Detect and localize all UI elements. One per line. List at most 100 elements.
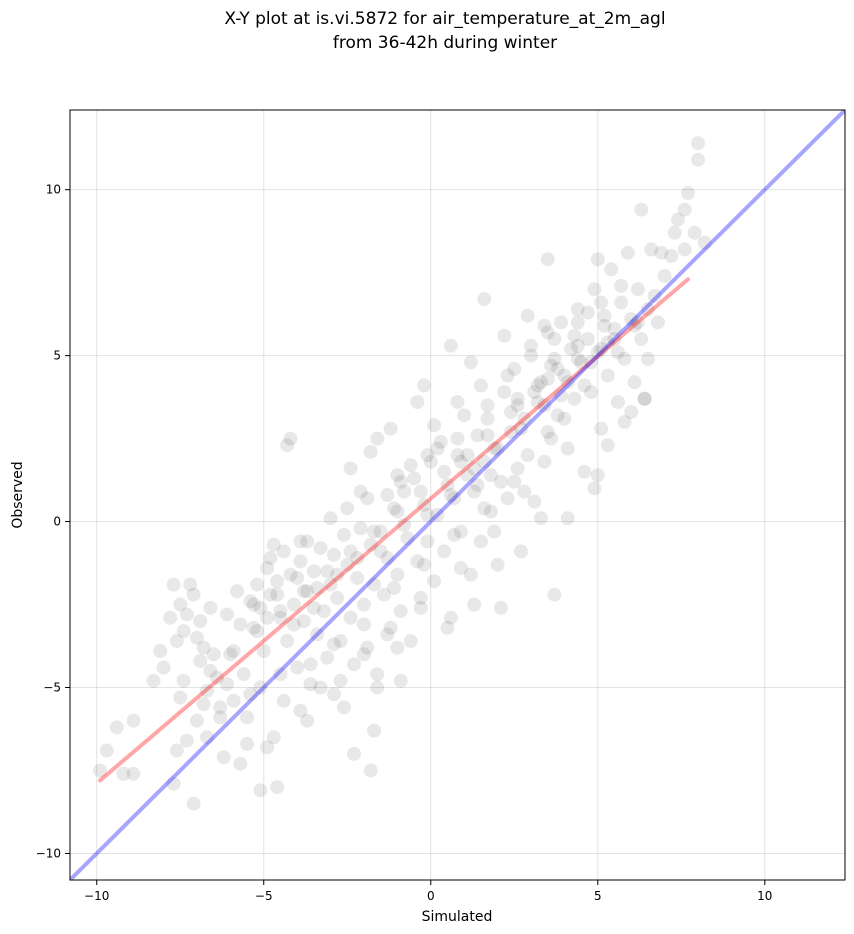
data-point [493,474,508,489]
data-point [490,557,505,572]
data-point [520,448,535,463]
data-point [473,534,488,549]
data-point [353,521,368,536]
data-point [580,332,595,347]
data-point [390,504,405,519]
data-point [213,700,228,715]
data-point [326,637,341,652]
data-point [270,587,285,602]
data-point [193,653,208,668]
data-point [493,600,508,615]
data-point [584,355,599,370]
y-axis-label: Observed [10,461,26,528]
data-point [363,763,378,778]
data-point [650,315,665,330]
data-point [266,730,281,745]
data-point [240,736,255,751]
data-point [557,368,572,383]
data-point [313,541,328,556]
data-point [403,458,418,473]
data-point [570,338,585,353]
data-point [557,411,572,426]
y-tick-label: 10 [46,183,61,197]
data-point [590,252,605,267]
data-point [290,660,305,675]
data-point [387,580,402,595]
data-point [390,640,405,655]
data-point [356,647,371,662]
data-point [233,756,248,771]
data-point [223,647,238,662]
data-point [400,531,415,546]
data-point [470,478,485,493]
data-point [477,454,492,469]
data-point [460,468,475,483]
data-point [263,551,278,566]
fit-line [98,277,690,783]
data-point [594,421,609,436]
data-point [607,322,622,337]
data-point [560,441,575,456]
data-point [637,391,652,406]
data-point [397,484,412,499]
data-point [336,527,351,542]
data-point [417,378,432,393]
data-point [390,567,405,582]
data-point [487,524,502,539]
data-point [574,355,589,370]
data-point [203,663,218,678]
data-point [280,438,295,453]
data-point [166,577,181,592]
data-point [480,411,495,426]
data-point [410,554,425,569]
data-point [407,471,422,486]
data-point [497,328,512,343]
data-point [530,395,545,410]
data-point [260,740,275,755]
data-point [173,597,188,612]
data-point [453,454,468,469]
data-point [256,643,271,658]
data-point [670,212,685,227]
data-point [634,202,649,217]
data-point [437,544,452,559]
data-point [570,302,585,317]
data-point [240,710,255,725]
data-point [480,398,495,413]
data-point [186,796,201,811]
data-point [366,577,381,592]
data-point [300,534,315,549]
data-point [350,551,365,566]
data-point [510,398,525,413]
data-point [333,673,348,688]
data-point [109,720,124,735]
data-point [220,607,235,622]
data-point [500,491,515,506]
data-point [283,431,298,446]
data-point [433,434,448,449]
data-point [243,594,258,609]
data-point [554,388,569,403]
data-point [594,295,609,310]
data-point [520,308,535,323]
data-point [527,494,542,509]
data-point [654,245,669,260]
data-point [336,700,351,715]
data-point [366,723,381,738]
data-point [507,361,522,376]
data-point [450,448,465,463]
data-point [597,318,612,333]
data-point [176,673,191,688]
data-point [246,597,261,612]
data-point [550,408,565,423]
data-point [537,318,552,333]
data-point [554,315,569,330]
data-point [477,292,492,307]
data-point [483,504,498,519]
data-point [617,351,632,366]
data-point [437,464,452,479]
data-point [380,627,395,642]
data-point [313,680,328,695]
data-point [360,491,375,506]
data-point [417,497,432,512]
